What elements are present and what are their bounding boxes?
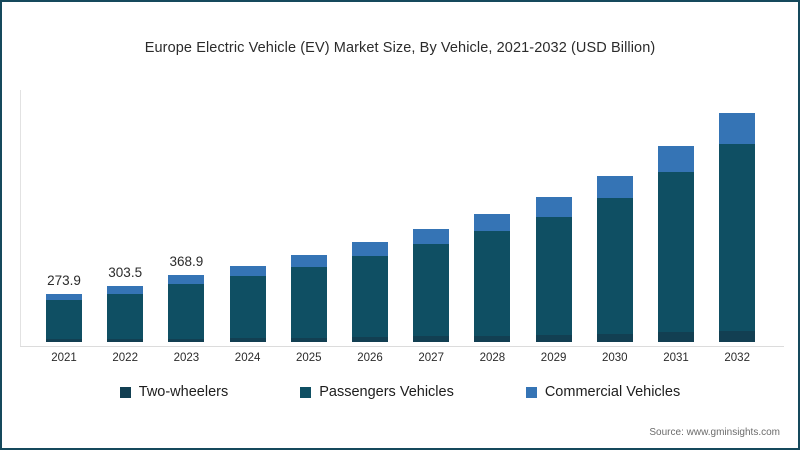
legend-label: Passengers Vehicles	[319, 384, 454, 400]
bar-segment-two-wheelers	[474, 336, 511, 342]
x-axis-tick-label: 2025	[296, 352, 322, 364]
bar-segment-two-wheelers	[535, 335, 572, 342]
bar-segment-two-wheelers	[168, 339, 205, 342]
bar-column	[474, 214, 511, 342]
legend-item-two-wheelers[interactable]: Two-wheelers	[119, 384, 229, 400]
bar-column	[535, 197, 572, 342]
bar-column	[658, 146, 694, 342]
bar-segment-passengers-vehicles	[596, 198, 633, 334]
bar-value-label: 368.9	[169, 254, 204, 269]
bar-segment-two-wheelers	[719, 331, 756, 342]
x-axis-tick-label: 2023	[173, 352, 200, 364]
legend-item-passengers-vehicles[interactable]: Passengers Vehicles	[300, 384, 454, 400]
y-axis-line	[20, 90, 21, 347]
bar-segment-commercial-vehicles	[474, 214, 511, 231]
bar-segment-commercial-vehicles	[719, 113, 756, 144]
x-axis-baseline	[20, 346, 784, 347]
bar-column: 273.9	[46, 273, 82, 342]
bar-column: 368.9	[168, 254, 205, 342]
bar-segment-passengers-vehicles	[719, 144, 756, 331]
bar-segment-two-wheelers	[290, 338, 327, 342]
bar-segment-two-wheelers	[413, 336, 450, 342]
chart-legend: Two-wheelers Passengers Vehicles Commercia…	[2, 384, 798, 400]
x-axis-tick-label: 2029	[540, 352, 567, 364]
legend-swatch-icon	[525, 386, 537, 398]
bar-segment-commercial-vehicles	[596, 176, 633, 198]
bar-segment-passengers-vehicles	[535, 217, 572, 335]
legend-swatch-icon	[119, 386, 131, 398]
legend-item-commercial-vehicles[interactable]: Commercial Vehicles	[525, 384, 681, 400]
bar-segment-passengers-vehicles	[46, 300, 82, 339]
bar-column	[229, 266, 266, 342]
bar-column	[596, 176, 633, 342]
bar-segment-commercial-vehicles	[46, 294, 82, 300]
bar-segment-commercial-vehicles	[168, 275, 205, 284]
legend-swatch-icon	[300, 386, 312, 398]
bar-segment-passengers-vehicles	[658, 172, 694, 332]
bar-segment-commercial-vehicles	[658, 146, 694, 172]
bar-segment-two-wheelers	[107, 339, 144, 342]
x-axis-tick-label: 2028	[479, 352, 506, 364]
bar-column	[719, 113, 756, 342]
bar-segment-commercial-vehicles	[290, 255, 327, 267]
bar-segment-passengers-vehicles	[107, 294, 144, 339]
x-axis-tick-label: 2021	[51, 352, 77, 364]
bar-value-label: 273.9	[47, 273, 81, 288]
bar-segment-two-wheelers	[658, 332, 694, 342]
bar-segment-commercial-vehicles	[352, 242, 388, 256]
x-axis-tick-label: 2024	[234, 352, 261, 364]
bar-column: 303.5	[107, 265, 144, 342]
source-attribution: Source: www.gminsights.com	[649, 427, 780, 438]
legend-label: Two-wheelers	[138, 384, 229, 400]
bar-segment-passengers-vehicles	[168, 284, 205, 339]
bar-segment-passengers-vehicles	[352, 256, 388, 337]
bar-segment-passengers-vehicles	[290, 267, 327, 338]
x-axis-tick-label: 2026	[357, 352, 383, 364]
bar-segment-two-wheelers	[229, 338, 266, 342]
x-axis-tick-label: 2032	[724, 352, 750, 364]
bar-segment-passengers-vehicles	[413, 244, 450, 336]
bar-column	[290, 255, 327, 342]
bar-segment-two-wheelers	[46, 339, 82, 342]
bar-segment-two-wheelers	[352, 337, 388, 342]
bar-segment-passengers-vehicles	[229, 276, 266, 338]
bar-segment-commercial-vehicles	[413, 229, 450, 244]
bar-segment-commercial-vehicles	[229, 266, 266, 276]
x-axis-tick-label: 2031	[663, 352, 689, 364]
bar-segment-two-wheelers	[596, 334, 633, 342]
chart-title: Europe Electric Vehicle (EV) Market Size…	[144, 40, 656, 56]
x-axis-tick-label: 2022	[112, 352, 138, 364]
bar-segment-commercial-vehicles	[535, 197, 572, 217]
bar-segment-passengers-vehicles	[474, 231, 511, 336]
bar-column	[413, 229, 450, 342]
bar-segment-commercial-vehicles	[107, 286, 144, 294]
legend-label: Commercial Vehicles	[544, 384, 681, 400]
x-axis-tick-label: 2030	[602, 352, 628, 364]
x-axis-tick-label: 2027	[418, 352, 444, 364]
bar-value-label: 303.5	[108, 265, 143, 280]
bar-column	[352, 242, 388, 342]
